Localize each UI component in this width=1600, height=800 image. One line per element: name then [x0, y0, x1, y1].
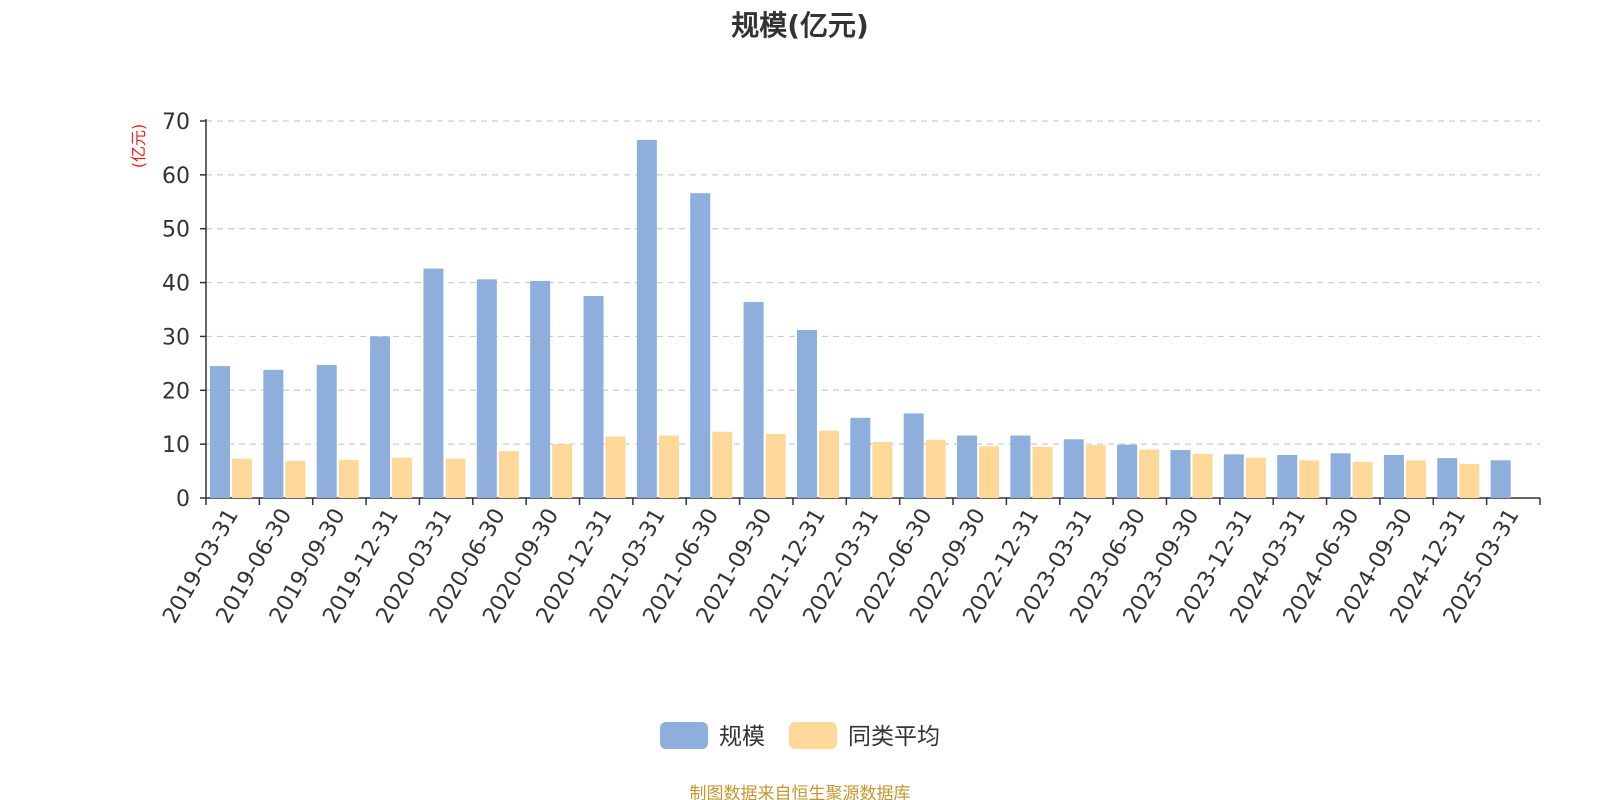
- bar-scale[interactable]: [1330, 453, 1351, 498]
- bar-scale[interactable]: [476, 279, 497, 498]
- y-axis-label: (亿元): [129, 124, 148, 169]
- bar-scale[interactable]: [690, 193, 711, 498]
- bar-peer-average[interactable]: [445, 458, 466, 498]
- bar-peer-average[interactable]: [1352, 461, 1373, 498]
- bar-scale[interactable]: [370, 336, 391, 498]
- bar-peer-average[interactable]: [392, 457, 413, 498]
- bar-scale[interactable]: [1437, 458, 1458, 498]
- bar-peer-average[interactable]: [1032, 446, 1053, 498]
- y-tick-label: 0: [176, 487, 190, 512]
- bar-peer-average[interactable]: [1459, 464, 1480, 498]
- bar-scale[interactable]: [423, 268, 444, 498]
- bar-scale[interactable]: [1383, 454, 1404, 498]
- y-tick-label: 60: [162, 164, 190, 189]
- y-tick-label: 30: [162, 325, 190, 350]
- bar-scale[interactable]: [796, 329, 817, 498]
- bar-peer-average[interactable]: [232, 458, 252, 498]
- bar-peer-average[interactable]: [925, 439, 946, 498]
- y-tick-label: 70: [162, 110, 190, 135]
- bar-peer-average[interactable]: [1085, 445, 1106, 498]
- bar-scale[interactable]: [903, 413, 924, 498]
- y-tick-label: 50: [162, 218, 190, 243]
- bar-peer-average[interactable]: [1192, 453, 1213, 498]
- bar-scale[interactable]: [1170, 450, 1191, 498]
- bar-peer-average[interactable]: [605, 436, 626, 498]
- bar-scale[interactable]: [1063, 439, 1084, 498]
- bar-peer-average[interactable]: [498, 451, 519, 498]
- bar-peer-average[interactable]: [712, 431, 733, 498]
- legend-swatch[interactable]: [660, 722, 708, 749]
- bar-peer-average[interactable]: [979, 446, 1000, 498]
- bar-peer-average[interactable]: [872, 441, 893, 498]
- y-tick-label: 20: [162, 379, 190, 404]
- bar-peer-average[interactable]: [1139, 449, 1160, 498]
- bar-peer-average[interactable]: [1245, 457, 1266, 498]
- bar-scale[interactable]: [957, 435, 978, 498]
- bar-scale[interactable]: [530, 280, 551, 498]
- source-note: 制图数据来自恒生聚源数据库: [689, 784, 911, 800]
- bar-scale[interactable]: [1010, 435, 1031, 498]
- bar-peer-average[interactable]: [285, 460, 306, 498]
- legend-swatch[interactable]: [789, 722, 837, 749]
- legend-label[interactable]: 同类平均: [848, 724, 940, 750]
- y-tick-label: 10: [162, 433, 190, 458]
- bar-scale[interactable]: [210, 366, 230, 498]
- bar-scale[interactable]: [1277, 454, 1298, 498]
- bar-scale[interactable]: [1117, 444, 1138, 498]
- bar-scale[interactable]: [636, 139, 657, 498]
- bar-scale[interactable]: [850, 417, 871, 498]
- bar-scale[interactable]: [263, 369, 284, 498]
- bar-peer-average[interactable]: [765, 433, 786, 498]
- bar-peer-average[interactable]: [818, 430, 839, 498]
- bar-peer-average[interactable]: [552, 444, 573, 498]
- bar-peer-average[interactable]: [658, 435, 679, 498]
- bar-peer-average[interactable]: [1405, 460, 1426, 498]
- chart-title: 规模(亿元): [731, 9, 869, 42]
- bar-scale[interactable]: [1223, 454, 1244, 498]
- bar-scale[interactable]: [1490, 460, 1511, 498]
- bar-scale[interactable]: [316, 364, 337, 498]
- legend-label[interactable]: 规模: [719, 724, 765, 750]
- bar-peer-average[interactable]: [338, 459, 359, 498]
- y-tick-label: 40: [162, 272, 190, 297]
- bar-scale[interactable]: [743, 301, 764, 498]
- bar-peer-average[interactable]: [1299, 460, 1320, 498]
- bar-scale[interactable]: [583, 296, 604, 498]
